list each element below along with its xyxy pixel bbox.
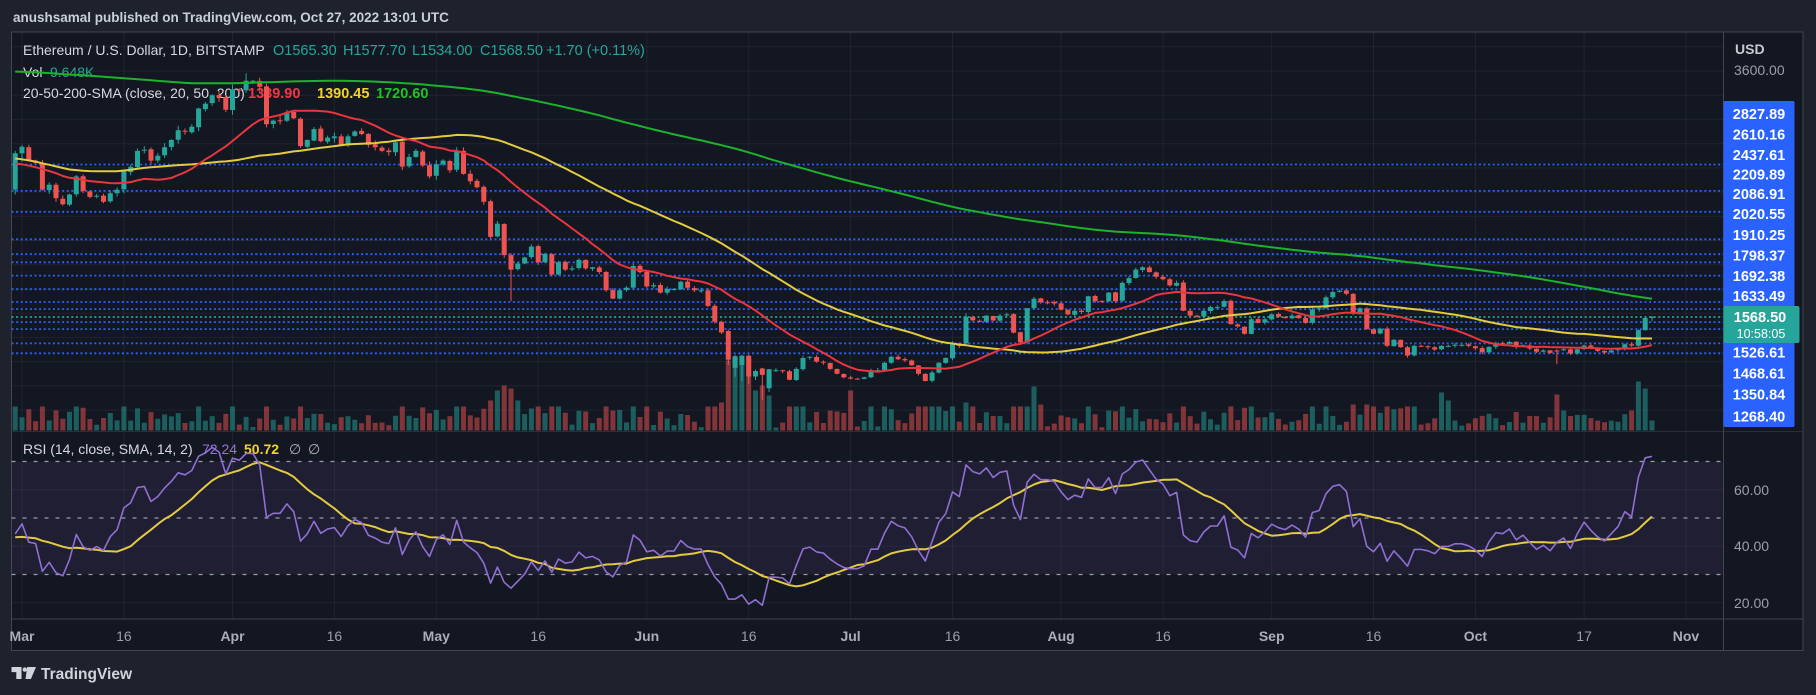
svg-text:16: 16 <box>327 628 343 644</box>
svg-text:2020.55: 2020.55 <box>1733 207 1785 223</box>
svg-text:16: 16 <box>741 628 757 644</box>
svg-text:20-50-200-SMA (close, 20, 50,: 20-50-200-SMA (close, 20, 50, 200) <box>23 85 245 101</box>
svg-text:50.72: 50.72 <box>244 441 279 457</box>
svg-text:1910.25: 1910.25 <box>1733 228 1785 244</box>
svg-text:3600.00: 3600.00 <box>1734 62 1785 78</box>
svg-text:O1565.30: O1565.30 <box>273 43 337 59</box>
svg-text:∅: ∅ <box>308 441 320 457</box>
svg-text:1633.49: 1633.49 <box>1733 289 1785 305</box>
svg-text:Oct: Oct <box>1464 628 1488 644</box>
svg-text:Apr: Apr <box>220 628 245 644</box>
svg-text:L1534.00: L1534.00 <box>412 43 472 59</box>
svg-text:2437.61: 2437.61 <box>1733 148 1785 164</box>
svg-text:10:58:05: 10:58:05 <box>1737 327 1786 341</box>
svg-text:Jul: Jul <box>840 628 860 644</box>
svg-text:2827.89: 2827.89 <box>1733 107 1785 123</box>
svg-text:1350.84: 1350.84 <box>1733 388 1785 404</box>
svg-text:1692.38: 1692.38 <box>1733 269 1785 285</box>
svg-text:1268.40: 1268.40 <box>1733 410 1785 426</box>
svg-text:Jun: Jun <box>634 628 659 644</box>
svg-text:16: 16 <box>1366 628 1382 644</box>
svg-text:1720.60: 1720.60 <box>376 86 428 102</box>
svg-text:40.00: 40.00 <box>1734 538 1769 554</box>
svg-text:1568.50: 1568.50 <box>1734 310 1786 326</box>
svg-text:1526.61: 1526.61 <box>1733 346 1785 362</box>
svg-text:16: 16 <box>945 628 961 644</box>
svg-text:+1.70 (+0.11%): +1.70 (+0.11%) <box>546 43 645 59</box>
svg-text:Nov: Nov <box>1673 628 1700 644</box>
svg-text:∅: ∅ <box>289 441 301 457</box>
svg-text:H1577.70: H1577.70 <box>343 43 406 59</box>
svg-text:Mar: Mar <box>10 628 35 644</box>
svg-text:16: 16 <box>116 628 132 644</box>
svg-text:Aug: Aug <box>1047 628 1074 644</box>
svg-text:60.00: 60.00 <box>1734 482 1769 498</box>
svg-text:USD: USD <box>1735 41 1765 57</box>
svg-text:2610.16: 2610.16 <box>1733 128 1785 144</box>
svg-text:Sep: Sep <box>1259 628 1285 644</box>
svg-text:17: 17 <box>1576 628 1592 644</box>
svg-text:Ethereum / U.S. Dollar, 1D, BI: Ethereum / U.S. Dollar, 1D, BITSTAMP <box>23 42 265 58</box>
svg-text:TradingView: TradingView <box>41 666 133 683</box>
svg-text:20.00: 20.00 <box>1734 595 1769 611</box>
svg-text:16: 16 <box>1155 628 1171 644</box>
svg-text:1468.61: 1468.61 <box>1733 367 1785 383</box>
svg-text:May: May <box>423 628 450 644</box>
svg-text:1390.45: 1390.45 <box>317 86 369 102</box>
svg-text:2209.89: 2209.89 <box>1733 168 1785 184</box>
svg-text:1798.37: 1798.37 <box>1733 249 1785 265</box>
svg-text:2086.91: 2086.91 <box>1733 187 1785 203</box>
svg-text:RSI (14, close, SMA, 14, 2): RSI (14, close, SMA, 14, 2) <box>23 441 193 457</box>
svg-text:9.648K: 9.648K <box>50 64 95 80</box>
svg-text:1339.90: 1339.90 <box>248 86 300 102</box>
svg-text:anushsamal published on Tradin: anushsamal published on TradingView.com,… <box>13 10 449 25</box>
svg-text:72.24: 72.24 <box>202 441 237 457</box>
svg-text:16: 16 <box>530 628 546 644</box>
svg-text:C1568.50: C1568.50 <box>480 43 543 59</box>
